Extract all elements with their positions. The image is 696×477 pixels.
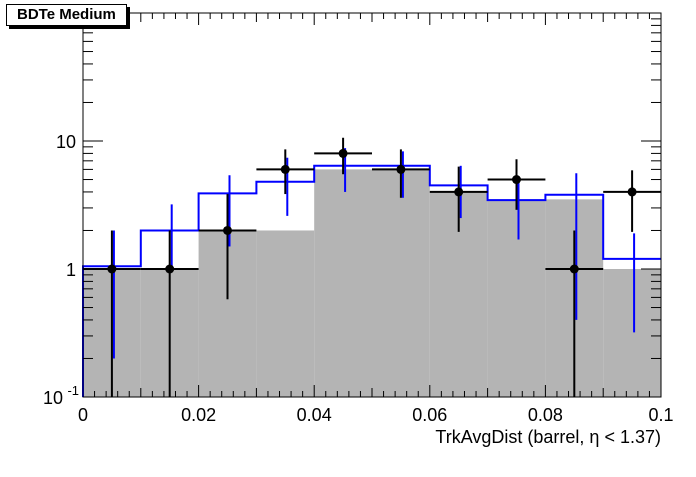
- y-tick-label-2: 10: [56, 132, 76, 152]
- data-point-9: [627, 187, 637, 197]
- data-point-1: [165, 264, 175, 274]
- histogram-bar-9: [603, 269, 661, 397]
- x-axis-label: TrkAvgDist (barrel, η < 1.37): [435, 427, 661, 447]
- data-point-3: [280, 164, 290, 174]
- y-tick-exponent-0: -1: [67, 383, 79, 398]
- data-point-2: [223, 225, 232, 235]
- data-point-4: [338, 148, 348, 158]
- data-point-6: [454, 187, 464, 197]
- y-tick-label-1: 1: [66, 260, 76, 280]
- histogram-bar-3: [256, 230, 315, 397]
- x-tick-label-5: 0.1: [648, 405, 673, 425]
- histogram-bar-4: [314, 169, 372, 397]
- y-tick-label-0: 10: [43, 388, 63, 408]
- x-tick-label-4: 0.08: [528, 405, 563, 425]
- x-tick-label-3: 0.06: [412, 405, 447, 425]
- data-point-8: [569, 264, 579, 274]
- chart-title: BDTe Medium: [6, 4, 127, 26]
- x-tick-label-1: 0.02: [181, 405, 216, 425]
- histogram-bar-7: [487, 199, 546, 397]
- data-point-5: [396, 164, 406, 174]
- x-tick-label-0: 0: [78, 405, 88, 425]
- data-point-0: [107, 264, 117, 274]
- histogram-bar-5: [372, 169, 430, 397]
- x-tick-label-2: 0.04: [297, 405, 332, 425]
- data-point-7: [512, 175, 521, 185]
